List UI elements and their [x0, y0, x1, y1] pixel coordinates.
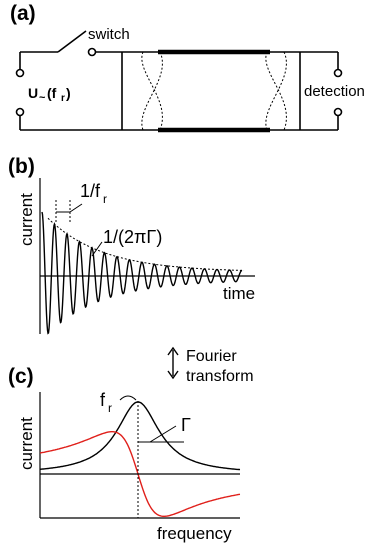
fourier-line-2: transform [186, 368, 254, 385]
fourier-arrow-head-down [167, 370, 179, 380]
mode-shape-right-1 [265, 51, 287, 131]
panel-b-ylabel: current [17, 193, 36, 246]
detection-label: detection [304, 83, 365, 100]
dispersive-curve [39, 431, 241, 517]
period-label-main: 1/f [80, 181, 101, 201]
mode-shape-left-2 [141, 51, 163, 131]
panel-c-xlabel: frequency [157, 524, 232, 543]
mode-shape-left-1 [141, 51, 163, 131]
decay-envelope [47, 217, 245, 271]
panel-c-axes [39, 392, 240, 519]
source-label-paren-sub: r [61, 93, 65, 104]
switch-contact [87, 47, 97, 57]
width-marker-leader [149, 425, 177, 443]
decay-label: 1/(2πΓ) [103, 227, 162, 247]
source-label: U ~ (f r ) [28, 85, 71, 104]
fourier-arrow-head-up [167, 346, 179, 356]
panel-c-label: (c) [8, 365, 34, 388]
mode-shape-right-2 [265, 51, 287, 131]
switch-label: switch [88, 26, 130, 43]
width-marker [138, 425, 184, 443]
peak-label-main: f [100, 390, 106, 410]
source-label-main: U [28, 85, 38, 101]
period-marker-leader [69, 203, 83, 213]
panel-b-label: (b) [8, 155, 35, 178]
panel-c-ylabel: current [17, 417, 36, 470]
peak-leader [119, 395, 137, 401]
period-marker [55, 200, 83, 223]
source-terminal-top [15, 68, 25, 78]
source-label-sub: ~ [39, 92, 46, 104]
period-label-sub: r [103, 192, 107, 206]
width-label: Γ [181, 415, 191, 435]
peak-label-sub: r [108, 401, 112, 415]
detection-terminal-top [333, 68, 343, 78]
decay-leader [91, 241, 103, 257]
panel-b-xlabel: time [223, 284, 255, 303]
detection-terminal-bottom [333, 107, 343, 117]
source-terminal-bottom [15, 107, 25, 117]
absorptive-curve [39, 401, 241, 471]
fourier-line-1: Fourier [186, 348, 237, 365]
switch-blade [57, 30, 87, 53]
peak-label: f r [100, 390, 112, 415]
period-label: 1/f r [80, 181, 107, 206]
panel-a-label: (a) [10, 2, 36, 25]
circuit [15, 30, 343, 133]
source-label-paren-close: ) [66, 85, 71, 101]
source-label-paren-open: (f [47, 85, 57, 101]
fourier-arrow [167, 346, 179, 380]
